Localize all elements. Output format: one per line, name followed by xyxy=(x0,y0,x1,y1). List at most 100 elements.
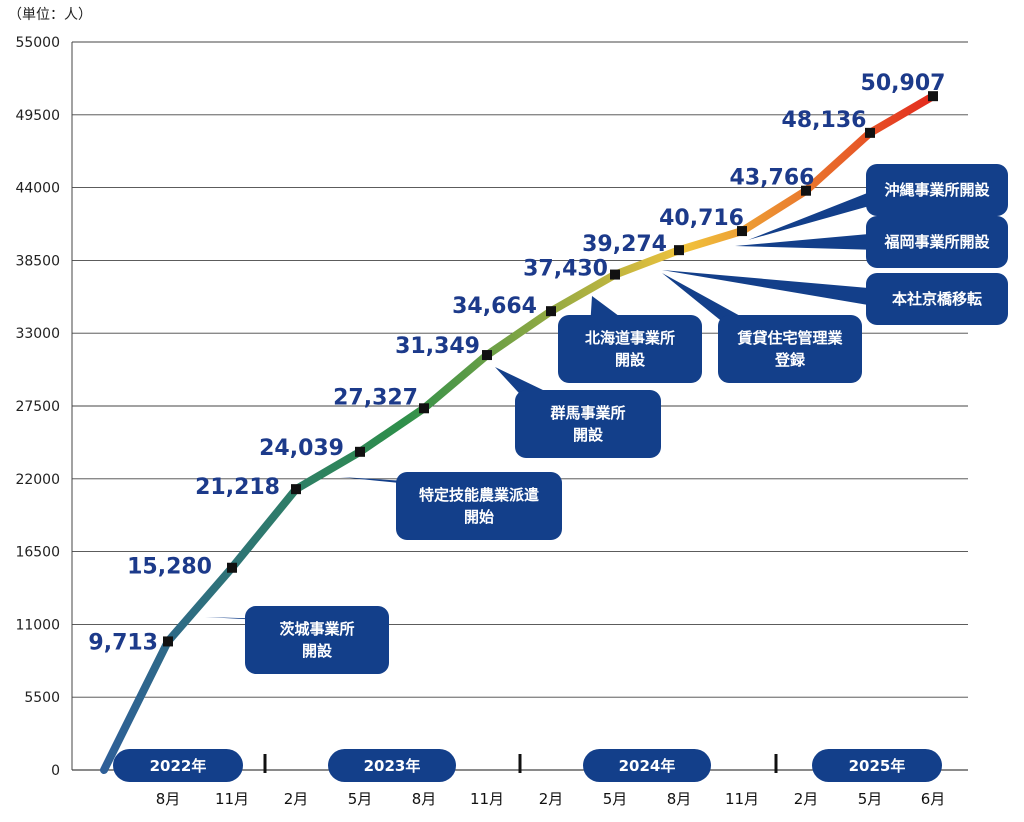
callout-pointer xyxy=(662,270,880,307)
y-tick-label: 16500 xyxy=(15,545,60,561)
annotation-callout: 福岡事業所開設 xyxy=(735,216,1008,268)
data-label: 39,274 xyxy=(582,232,667,257)
callout-text: 特定技能農業派遣 xyxy=(419,486,539,504)
callout-box xyxy=(718,315,862,383)
callout-text: 開設 xyxy=(302,642,333,660)
callout-box xyxy=(515,390,661,458)
y-tick-label: 44000 xyxy=(15,181,60,197)
year-separator xyxy=(518,754,522,773)
x-tick-label: 2月 xyxy=(284,790,309,808)
year-label: 2025年 xyxy=(849,757,906,775)
x-tick-label: 6月 xyxy=(921,790,946,808)
x-tick-label: 8月 xyxy=(156,790,181,808)
callout-text: 登録 xyxy=(774,351,806,369)
annotation-callout: 沖縄事業所開設 xyxy=(748,164,1008,240)
data-point-marker xyxy=(482,350,492,361)
data-label: 37,430 xyxy=(523,257,608,282)
year-pill: 2024年 xyxy=(583,749,711,782)
x-tick-label: 11月 xyxy=(470,790,504,808)
callout-text: 開始 xyxy=(464,508,494,526)
callout-box xyxy=(866,164,1008,216)
data-point-marker xyxy=(865,127,875,138)
x-tick-label: 2月 xyxy=(794,790,819,808)
data-label: 27,327 xyxy=(333,385,418,410)
data-point-marker xyxy=(227,562,237,573)
data-point-marker xyxy=(737,226,747,237)
data-label: 21,218 xyxy=(195,475,280,500)
callout-pointer xyxy=(735,233,880,250)
x-tick-label: 8月 xyxy=(667,790,692,808)
data-point-marker xyxy=(801,185,811,196)
y-tick-label: 27500 xyxy=(15,399,60,415)
x-tick-label: 8月 xyxy=(412,790,437,808)
callout-text: 北海道事業所 xyxy=(585,329,675,347)
x-tick-label: 2月 xyxy=(539,790,564,808)
y-tick-label: 22000 xyxy=(15,472,60,488)
series-line xyxy=(100,92,937,774)
year-label: 2024年 xyxy=(619,757,676,775)
data-point-marker xyxy=(674,245,684,256)
data-label: 9,713 xyxy=(88,630,158,655)
callout-pointer xyxy=(748,188,880,240)
y-tick-label: 0 xyxy=(51,763,60,779)
callout-text: 開設 xyxy=(573,426,604,444)
year-label: 2022年 xyxy=(150,757,207,775)
data-label: 40,716 xyxy=(659,206,744,231)
callout-box xyxy=(245,606,389,674)
x-tick-label: 5月 xyxy=(858,790,883,808)
year-pill: 2022年 xyxy=(113,749,243,782)
y-tick-label: 49500 xyxy=(15,108,60,124)
data-point-marker xyxy=(419,403,429,414)
y-tick-label: 33000 xyxy=(15,326,60,342)
year-separator xyxy=(774,754,778,773)
year-label: 2023年 xyxy=(364,757,421,775)
year-pill: 2025年 xyxy=(812,749,942,782)
callout-box xyxy=(396,472,562,540)
unit-label: （単位：人） xyxy=(8,7,92,23)
year-pill-bg xyxy=(113,749,243,782)
data-label: 43,766 xyxy=(730,166,815,191)
x-tick-label: 5月 xyxy=(603,790,628,808)
x-tick-label: 5月 xyxy=(348,790,373,808)
callout-text: 賃貸住宅管理業 xyxy=(736,329,843,347)
callout-text: 福岡事業所開設 xyxy=(883,233,990,251)
callout-text: 開設 xyxy=(615,351,646,369)
data-label: 50,907 xyxy=(861,71,946,96)
data-label: 24,039 xyxy=(259,436,344,461)
data-label: 31,349 xyxy=(395,334,480,359)
callout-box xyxy=(558,315,702,383)
callout-text: 群馬事業所 xyxy=(550,404,625,422)
year-pill: 2023年 xyxy=(328,749,456,782)
callout-text: 茨城事業所 xyxy=(279,620,354,638)
callout-text: 沖縄事業所開設 xyxy=(884,181,990,199)
annotation-callout: 本社京橋移転 xyxy=(662,270,1008,325)
y-tick-label: 38500 xyxy=(15,253,60,269)
data-point-marker xyxy=(928,91,938,102)
data-point-marker xyxy=(610,269,620,280)
year-separator xyxy=(263,754,267,773)
data-point-marker xyxy=(291,484,301,495)
year-pill-bg xyxy=(328,749,456,782)
callout-pointer xyxy=(662,273,762,328)
data-point-marker xyxy=(163,636,173,647)
y-tick-label: 11000 xyxy=(15,617,60,633)
data-label: 48,136 xyxy=(782,108,867,133)
callout-box xyxy=(866,216,1008,268)
year-pill-bg xyxy=(583,749,711,782)
data-point-marker xyxy=(546,306,556,317)
y-tick-label: 5500 xyxy=(24,690,60,706)
y-tick-label: 55000 xyxy=(15,35,60,51)
callout-text: 本社京橋移転 xyxy=(892,290,982,308)
data-label: 34,664 xyxy=(452,294,537,319)
year-pill-bg xyxy=(812,749,942,782)
callout-box xyxy=(866,273,1008,325)
data-point-marker xyxy=(355,446,365,457)
data-label: 15,280 xyxy=(127,555,212,580)
x-tick-label: 11月 xyxy=(215,790,249,808)
